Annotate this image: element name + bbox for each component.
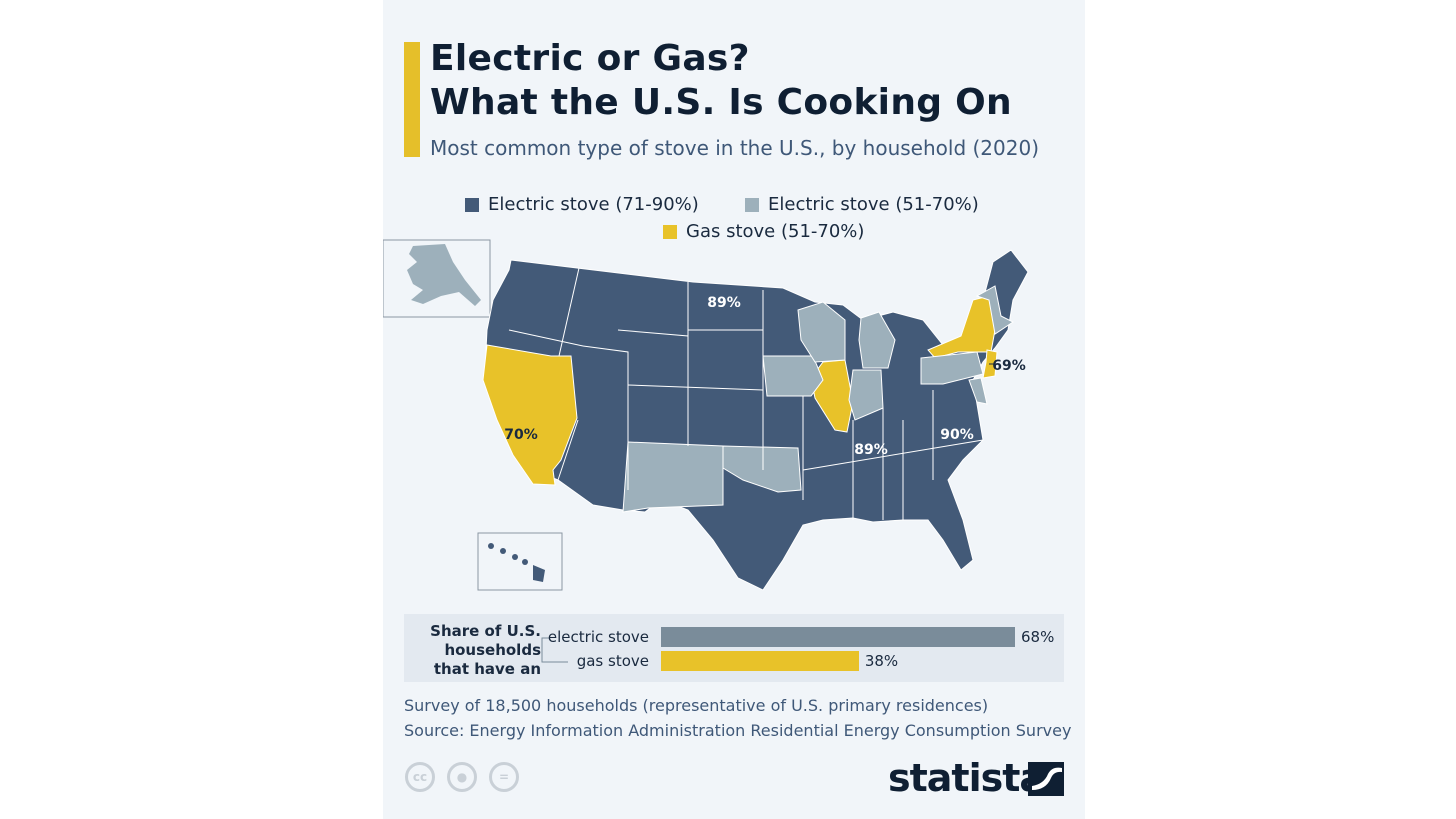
bar-value-electric: 68% [1021, 628, 1055, 646]
state-alaska [407, 244, 481, 306]
state-new-england [975, 285, 1014, 335]
legend-swatch [745, 197, 759, 212]
legend-item-electric-high: Electric stove (71-90%) [465, 194, 699, 215]
state-wisconsin [797, 301, 846, 363]
state-indiana [848, 369, 884, 421]
legend-label: Electric stove (51-70%) [768, 194, 979, 215]
state-borders [508, 267, 984, 520]
cc-icon[interactable]: cc [405, 762, 435, 792]
nd-icon[interactable]: = [489, 762, 519, 792]
state-maryland-delaware [968, 377, 988, 405]
state-new-mexico [622, 441, 724, 513]
hawaii-inset-frame [477, 532, 563, 591]
label-new-jersey: 69% [992, 358, 1026, 374]
state-california-nevada [482, 344, 578, 486]
bar-gas [661, 651, 859, 671]
legend-swatch [663, 224, 677, 239]
title-line-1: Electric or Gas? [430, 38, 750, 79]
bar-label-gas: gas stove [576, 652, 649, 670]
bracket [541, 637, 568, 663]
label-california: 70% [504, 427, 538, 443]
bar-value-gas: 38% [864, 652, 899, 670]
statista-logo[interactable]: statista [888, 756, 1045, 800]
bar-heading: Share of U.S. households that have an [430, 622, 541, 678]
legend-item-electric-mid: Electric stove (51-70%) [745, 194, 979, 215]
title-accent-bar [404, 42, 420, 157]
label-north-carolina: 90% [940, 427, 974, 443]
bar-electric [661, 627, 1015, 647]
household-share-panel: Share of U.S. households that have an el… [404, 614, 1064, 682]
source-note: Source: Energy Information Administratio… [404, 721, 1072, 740]
alaska-inset-frame [383, 239, 491, 318]
state-new-york [927, 295, 996, 359]
legend-swatch [465, 197, 479, 212]
label-tennessee: 89% [854, 442, 888, 458]
statista-logo-mark-icon [1028, 762, 1064, 796]
state-pennsylvania [920, 351, 984, 385]
state-hawaii [488, 543, 545, 582]
state-iowa [762, 355, 824, 397]
subtitle: Most common type of stove in the U.S., b… [430, 136, 1040, 160]
legend-label: Gas stove (51-70%) [686, 221, 865, 242]
label-north-dakota: 89% [707, 295, 741, 311]
by-icon[interactable]: ● [447, 762, 477, 792]
bar-label-electric: electric stove [547, 628, 649, 646]
survey-note: Survey of 18,500 households (representat… [404, 696, 989, 715]
state-michigan [858, 311, 896, 369]
us-map: 89% 70% 69% 89% 90% [383, 239, 1029, 591]
title-line-2: What the U.S. Is Cooking On [430, 82, 1012, 123]
legend-label: Electric stove (71-90%) [488, 194, 699, 215]
infographic-card: Electric or Gas? What the U.S. Is Cookin… [383, 0, 1085, 819]
legend-item-gas: Gas stove (51-70%) [663, 221, 864, 242]
